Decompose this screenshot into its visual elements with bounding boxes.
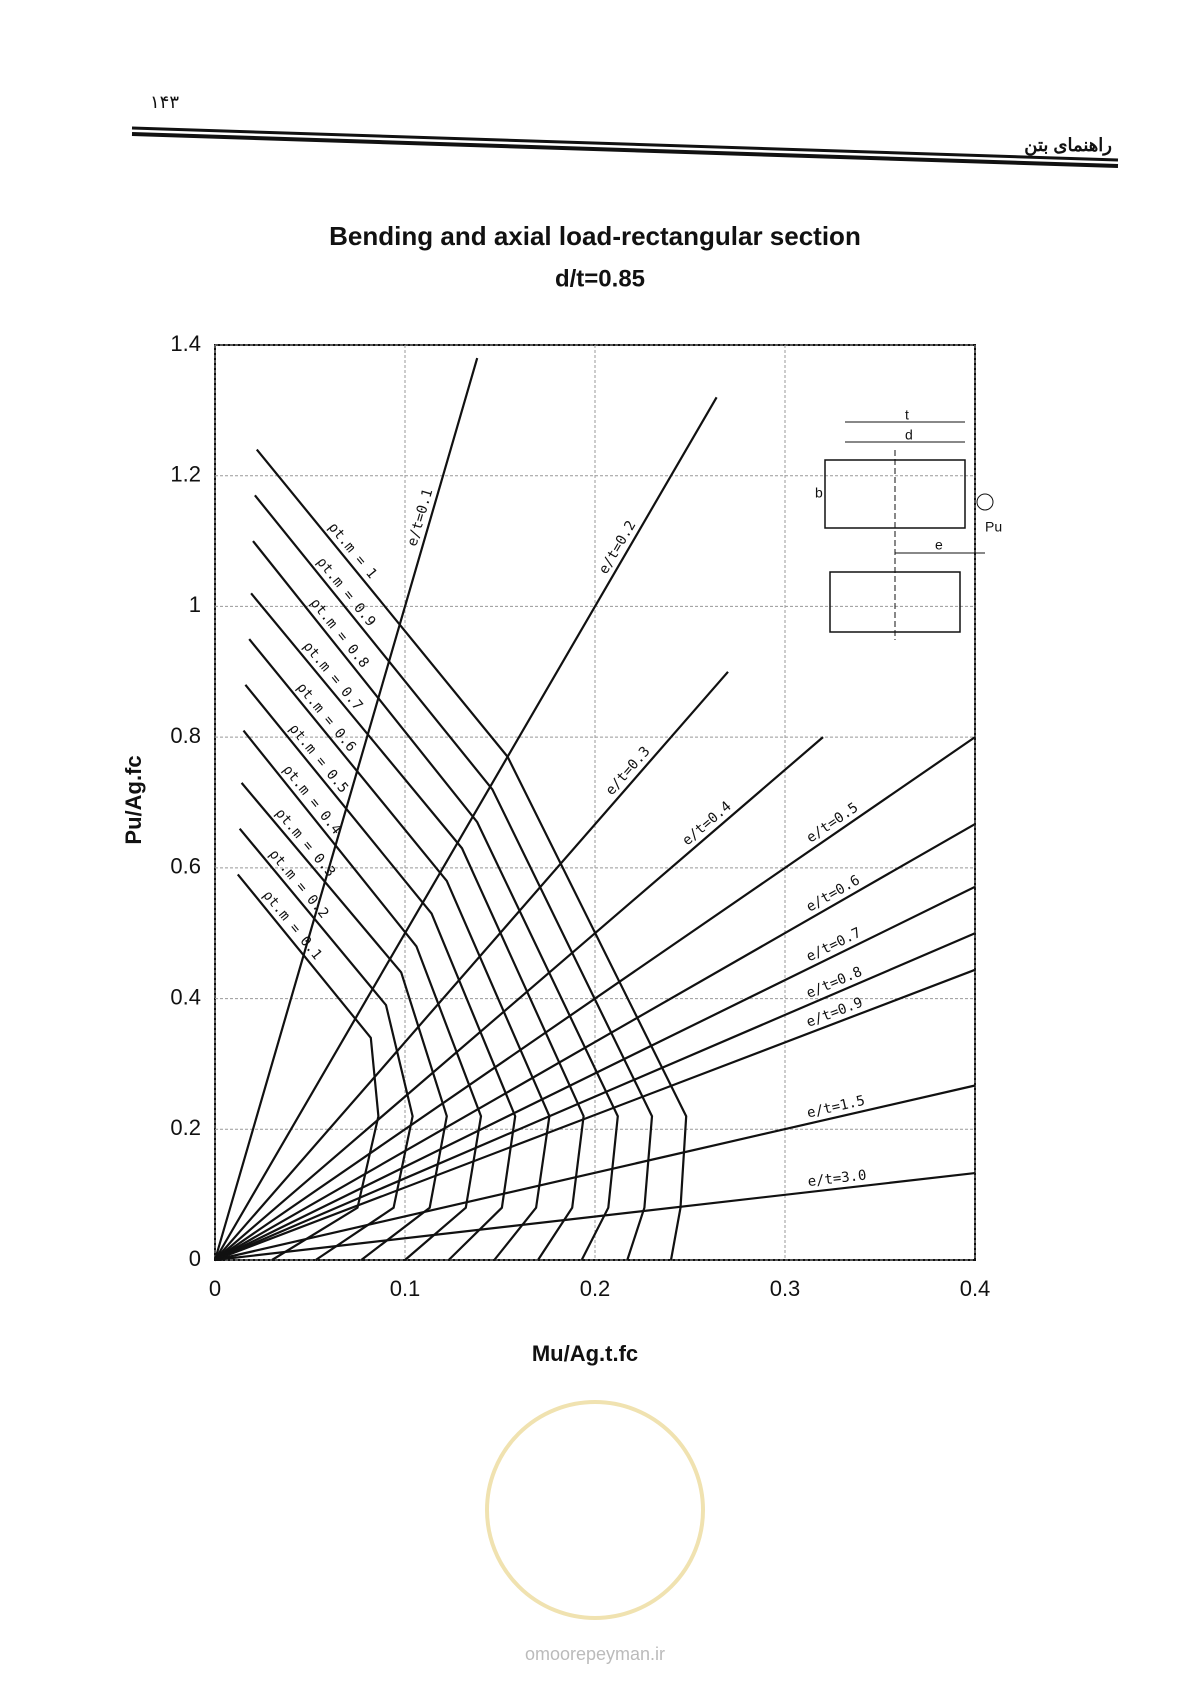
curve [214, 823, 976, 1261]
x-tick-label: 0.2 [580, 1276, 611, 1301]
curve [214, 736, 824, 1261]
header-rule [131, 132, 1119, 168]
watermark-logo [485, 1400, 705, 1620]
curve-label: e/t=0.3 [603, 744, 654, 799]
load-point [976, 493, 994, 511]
curve [214, 671, 729, 1261]
y-tick-label: 1 [189, 592, 201, 617]
y-tick-label: 1.2 [170, 462, 201, 487]
curve-label: e/t=3.0 [807, 1167, 867, 1190]
x-tick-label: 0.3 [770, 1276, 801, 1301]
section-inset: t d b e Pu [815, 407, 1002, 640]
y-tick-label: 1.4 [170, 331, 201, 356]
inset-label: b [815, 485, 823, 501]
curve [214, 932, 976, 1262]
curve [252, 540, 619, 1261]
curve [242, 729, 483, 1261]
x-tick-label: 0.4 [960, 1276, 991, 1301]
page-header: راهنمای بتن [1024, 135, 1112, 156]
chart-title: Bending and axial load-rectangular secti… [329, 221, 861, 251]
curve [214, 1171, 976, 1262]
curve [250, 592, 585, 1261]
y-axis-label: Pu/Ag.fc [121, 755, 146, 844]
curve [214, 736, 976, 1261]
page-number: ۱۴۳ [150, 92, 179, 112]
curve-label: e/t=0.5 [804, 800, 862, 847]
y-tick-label: 0.2 [170, 1115, 201, 1140]
y-tick-label: 0 [189, 1246, 201, 1271]
x-axis-label: Mu/Ag.t.fc [532, 1341, 638, 1366]
watermark: omoorepeyman.ir [525, 1644, 665, 1664]
y-tick-label: 0.8 [170, 723, 201, 748]
y-tick-label: 0.4 [170, 984, 201, 1009]
inset-label: d [905, 427, 913, 443]
curve [255, 448, 688, 1261]
y-tick-label: 0.6 [170, 854, 201, 879]
inset-label: t [905, 407, 909, 423]
inset-label: e [935, 537, 943, 553]
curve [236, 873, 380, 1261]
curve [214, 885, 976, 1261]
curve [214, 968, 976, 1262]
x-tick-label: 0.1 [390, 1276, 421, 1301]
curve [213, 357, 479, 1261]
inset-label: Pu [985, 519, 1002, 535]
curve [244, 684, 517, 1261]
header-rule [131, 126, 1119, 162]
chart-subtitle: d/t=0.85 [555, 265, 645, 292]
curve [214, 1084, 976, 1262]
curve [254, 494, 654, 1261]
curve-label: e/t=0.4 [679, 798, 734, 849]
curve [240, 782, 448, 1261]
x-tick-label: 0 [209, 1276, 221, 1301]
curve [214, 396, 718, 1261]
